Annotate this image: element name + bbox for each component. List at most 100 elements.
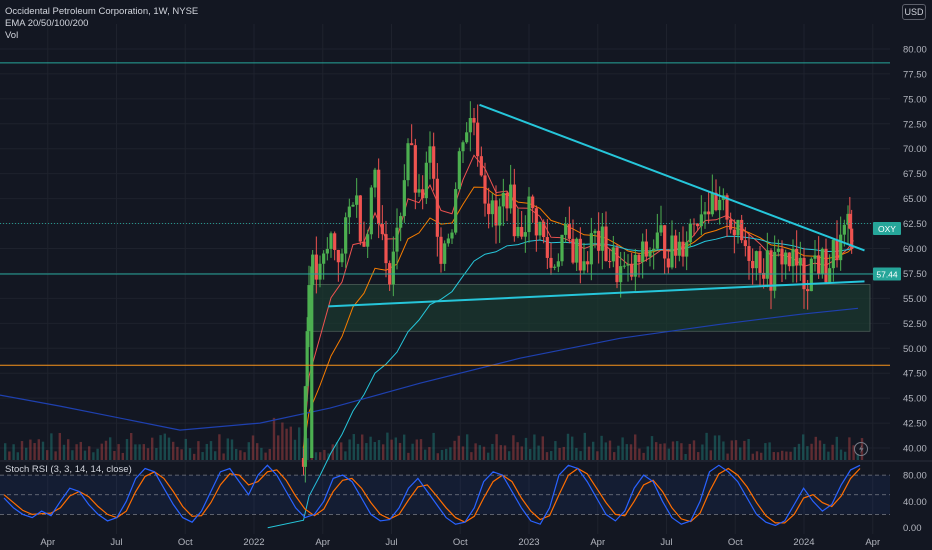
candle-body [839, 234, 843, 261]
volume-bar [629, 444, 633, 460]
lightning-icon[interactable] [854, 442, 868, 456]
volume-bar [46, 450, 49, 460]
volume-bar [289, 426, 292, 460]
price-tag-text: OXY [878, 224, 896, 234]
candle-body [318, 263, 322, 280]
candle-body [457, 151, 461, 190]
candle-body [406, 143, 410, 181]
volume-bar [193, 453, 196, 460]
candle-body [648, 250, 652, 257]
volume-bar [180, 449, 183, 460]
candle-body [633, 254, 637, 277]
candle-body [542, 221, 546, 238]
volume-bar [4, 443, 7, 460]
time-axis[interactable]: Apr Jul Oct 2022 Apr Jul Oct 2023 Apr Jul Oct 2024 A… [40, 537, 880, 548]
candle-body [743, 240, 747, 247]
volume-bar [671, 441, 675, 460]
volume-bar [419, 439, 423, 460]
volume-bar [163, 433, 166, 460]
volume-bar [835, 436, 838, 460]
candle-body [366, 234, 370, 247]
volume-bar [71, 450, 74, 460]
volume-bar [797, 443, 801, 460]
candle-body [512, 184, 516, 237]
candle-body [468, 117, 472, 133]
volume-bar [592, 441, 595, 460]
volume-bar [478, 445, 481, 460]
volume-bar [558, 447, 561, 460]
candle-body [754, 251, 758, 269]
volume-bar [394, 437, 397, 460]
volume-bar [440, 449, 444, 460]
candle-body [333, 233, 337, 250]
volume-bar [260, 447, 263, 460]
volume-bar [596, 451, 599, 460]
volume-bar [88, 446, 91, 460]
price-tag-bg [873, 267, 901, 281]
volume-bar [33, 443, 36, 460]
volume-bar [751, 453, 754, 460]
price-tick-label: 70.00 [903, 144, 927, 155]
volume-bar [268, 448, 271, 460]
volume-bar [243, 452, 246, 460]
candle-body [380, 224, 384, 235]
volume-bar [218, 434, 221, 460]
stoch-tick-label: 80.00 [903, 471, 927, 482]
volume-bar [466, 434, 469, 460]
candle-body [417, 189, 421, 193]
price-tick-label: 55.00 [903, 294, 927, 305]
volume-bar [436, 453, 439, 460]
volume-bar [256, 443, 259, 460]
price-axis[interactable]: 80.00 77.50 75.00 72.50 70.00 67.50 65.00 62.50… [903, 44, 927, 454]
volume-bar [403, 434, 406, 460]
volume-bar [29, 439, 32, 460]
volume-bar [222, 453, 225, 460]
volume-bar [75, 444, 78, 460]
candle-body [787, 252, 791, 267]
volume-bar [373, 442, 376, 460]
price-tick-label: 47.50 [903, 369, 927, 380]
candle-body [520, 226, 524, 237]
volume-bar [806, 446, 809, 460]
volume-bar [176, 446, 179, 460]
candle-body [351, 204, 355, 207]
volume-bar [852, 445, 855, 460]
price-tick-label: 62.50 [903, 219, 927, 230]
candle-body [391, 251, 395, 285]
candle-body [824, 248, 828, 283]
time-tick-label: Oct [178, 537, 193, 548]
candle-body [476, 122, 480, 157]
volume-bar [151, 437, 154, 460]
volume-bar [272, 417, 276, 460]
volume-bar [319, 452, 322, 460]
candle-body [424, 162, 428, 199]
candle-body [369, 187, 373, 235]
volume-bar [625, 444, 628, 460]
volume-bar [12, 444, 15, 460]
volume-bar [697, 452, 700, 460]
volume-bar [415, 439, 418, 460]
volume-bar [583, 432, 586, 460]
candle-body [439, 236, 443, 264]
candle-body [314, 254, 318, 280]
candle-body [776, 248, 780, 252]
price-tick-label: 52.50 [903, 319, 927, 330]
candle-body [310, 266, 314, 459]
volume-bar [646, 446, 649, 460]
volume-bar [772, 452, 775, 460]
candles [301, 101, 854, 483]
volume-bar [155, 448, 158, 460]
volume-bar [634, 434, 637, 460]
candle-body [435, 178, 439, 237]
volume-bar [512, 435, 515, 460]
candle-body [454, 189, 458, 233]
volume-bar [461, 446, 465, 460]
currency-button[interactable]: USD [902, 4, 926, 20]
volume-bar [390, 439, 393, 460]
volume-bar [545, 452, 549, 460]
volume-bar [96, 448, 99, 460]
candle-body [443, 243, 447, 264]
volume-bar [239, 450, 242, 460]
volume-bar [428, 447, 431, 460]
